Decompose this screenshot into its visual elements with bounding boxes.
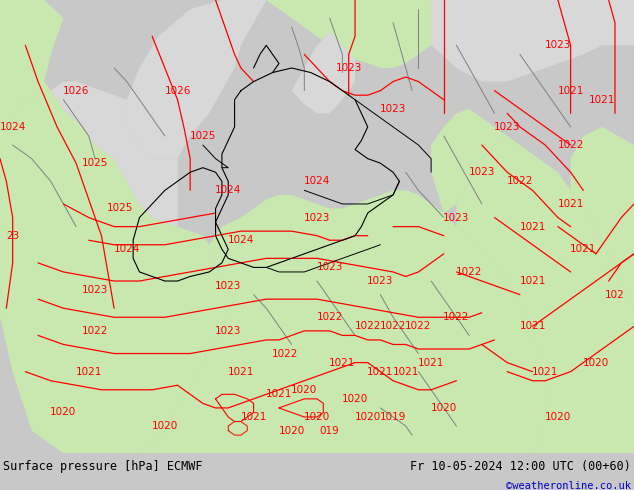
Text: 1020: 1020 (545, 412, 571, 422)
Text: 1019: 1019 (380, 412, 406, 422)
Text: ©weatheronline.co.uk: ©weatheronline.co.uk (506, 481, 631, 490)
Text: 1021: 1021 (557, 199, 584, 209)
Text: 1022: 1022 (82, 326, 108, 336)
Text: 1021: 1021 (367, 367, 394, 377)
Polygon shape (456, 136, 634, 453)
Polygon shape (127, 0, 266, 159)
Polygon shape (571, 127, 634, 308)
Text: 1022: 1022 (316, 312, 343, 322)
Text: 1020: 1020 (354, 412, 381, 422)
Text: 1023: 1023 (304, 213, 330, 222)
Text: 1021: 1021 (570, 245, 597, 254)
Text: 1025: 1025 (190, 131, 216, 141)
Text: 23: 23 (6, 231, 19, 241)
Text: 1021: 1021 (418, 358, 444, 368)
Text: 1023: 1023 (367, 276, 394, 286)
Text: 1020: 1020 (304, 412, 330, 422)
Text: 1022: 1022 (456, 267, 482, 277)
Text: Fr 10-05-2024 12:00 UTC (00+60): Fr 10-05-2024 12:00 UTC (00+60) (410, 460, 631, 473)
Text: 1025: 1025 (107, 203, 134, 214)
Text: 1023: 1023 (545, 40, 571, 50)
Text: 1021: 1021 (329, 358, 356, 368)
Polygon shape (139, 191, 545, 453)
Text: 1021: 1021 (519, 321, 546, 331)
Text: 1020: 1020 (50, 408, 77, 417)
Text: 1023: 1023 (82, 285, 108, 295)
Text: 1023: 1023 (494, 122, 521, 132)
Text: 1023: 1023 (443, 213, 470, 222)
Text: 1023: 1023 (215, 281, 242, 291)
Text: 1020: 1020 (278, 426, 305, 436)
Text: 1026: 1026 (164, 86, 191, 96)
Text: 019: 019 (320, 426, 340, 436)
Text: 1020: 1020 (430, 403, 457, 413)
Text: 1021: 1021 (519, 221, 546, 232)
Text: 1021: 1021 (519, 276, 546, 286)
Text: 1020: 1020 (291, 385, 318, 395)
Text: 1023: 1023 (215, 326, 242, 336)
Text: 1024: 1024 (304, 176, 330, 186)
Text: 1021: 1021 (589, 95, 616, 105)
Polygon shape (51, 82, 178, 226)
Polygon shape (0, 91, 235, 453)
Text: 1024: 1024 (113, 245, 140, 254)
Text: 1020: 1020 (342, 394, 368, 404)
Text: 1021: 1021 (392, 367, 419, 377)
Text: 1023: 1023 (316, 263, 343, 272)
Text: 1022: 1022 (507, 176, 533, 186)
Text: 1022: 1022 (272, 348, 299, 359)
Text: 1022: 1022 (557, 140, 584, 150)
Text: 1021: 1021 (557, 86, 584, 96)
Text: Surface pressure [hPa] ECMWF: Surface pressure [hPa] ECMWF (3, 460, 203, 473)
Text: 1022: 1022 (443, 312, 470, 322)
Text: 1020: 1020 (583, 358, 609, 368)
Text: 102: 102 (605, 290, 625, 299)
Text: 1021: 1021 (240, 412, 267, 422)
Text: 1021: 1021 (75, 367, 102, 377)
Text: 1024: 1024 (215, 185, 242, 196)
Text: 1025: 1025 (82, 158, 108, 168)
Text: 1023: 1023 (469, 167, 495, 177)
Text: 1023: 1023 (380, 104, 406, 114)
Text: 1022: 1022 (380, 321, 406, 331)
Text: 1024: 1024 (0, 122, 26, 132)
Polygon shape (292, 32, 355, 113)
Polygon shape (266, 0, 431, 68)
Text: 1026: 1026 (63, 86, 89, 96)
Polygon shape (431, 0, 634, 82)
Text: 1022: 1022 (354, 321, 381, 331)
Text: 1024: 1024 (228, 235, 254, 245)
Text: 1021: 1021 (228, 367, 254, 377)
Polygon shape (0, 0, 63, 127)
Text: 1020: 1020 (152, 421, 178, 431)
Text: 1021: 1021 (266, 390, 292, 399)
Text: 1023: 1023 (335, 63, 362, 73)
Text: 1021: 1021 (532, 367, 559, 377)
Text: 1022: 1022 (405, 321, 432, 331)
Polygon shape (431, 109, 507, 213)
